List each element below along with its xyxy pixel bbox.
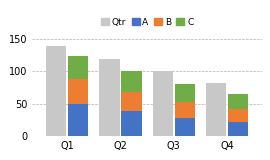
Bar [68,79,88,104]
Bar [99,59,120,136]
Bar [121,71,141,92]
Bar [153,71,173,136]
Bar [228,94,248,109]
Bar [46,46,66,136]
Bar [121,111,141,136]
Bar [68,56,88,79]
Bar [121,92,141,111]
Bar [175,118,195,136]
Bar [206,83,227,136]
Legend: Qtr, A, B, C: Qtr, A, B, C [97,14,197,30]
Bar [228,109,248,122]
Bar [175,102,195,118]
Bar [68,104,88,136]
Bar [228,122,248,136]
Bar [175,84,195,102]
